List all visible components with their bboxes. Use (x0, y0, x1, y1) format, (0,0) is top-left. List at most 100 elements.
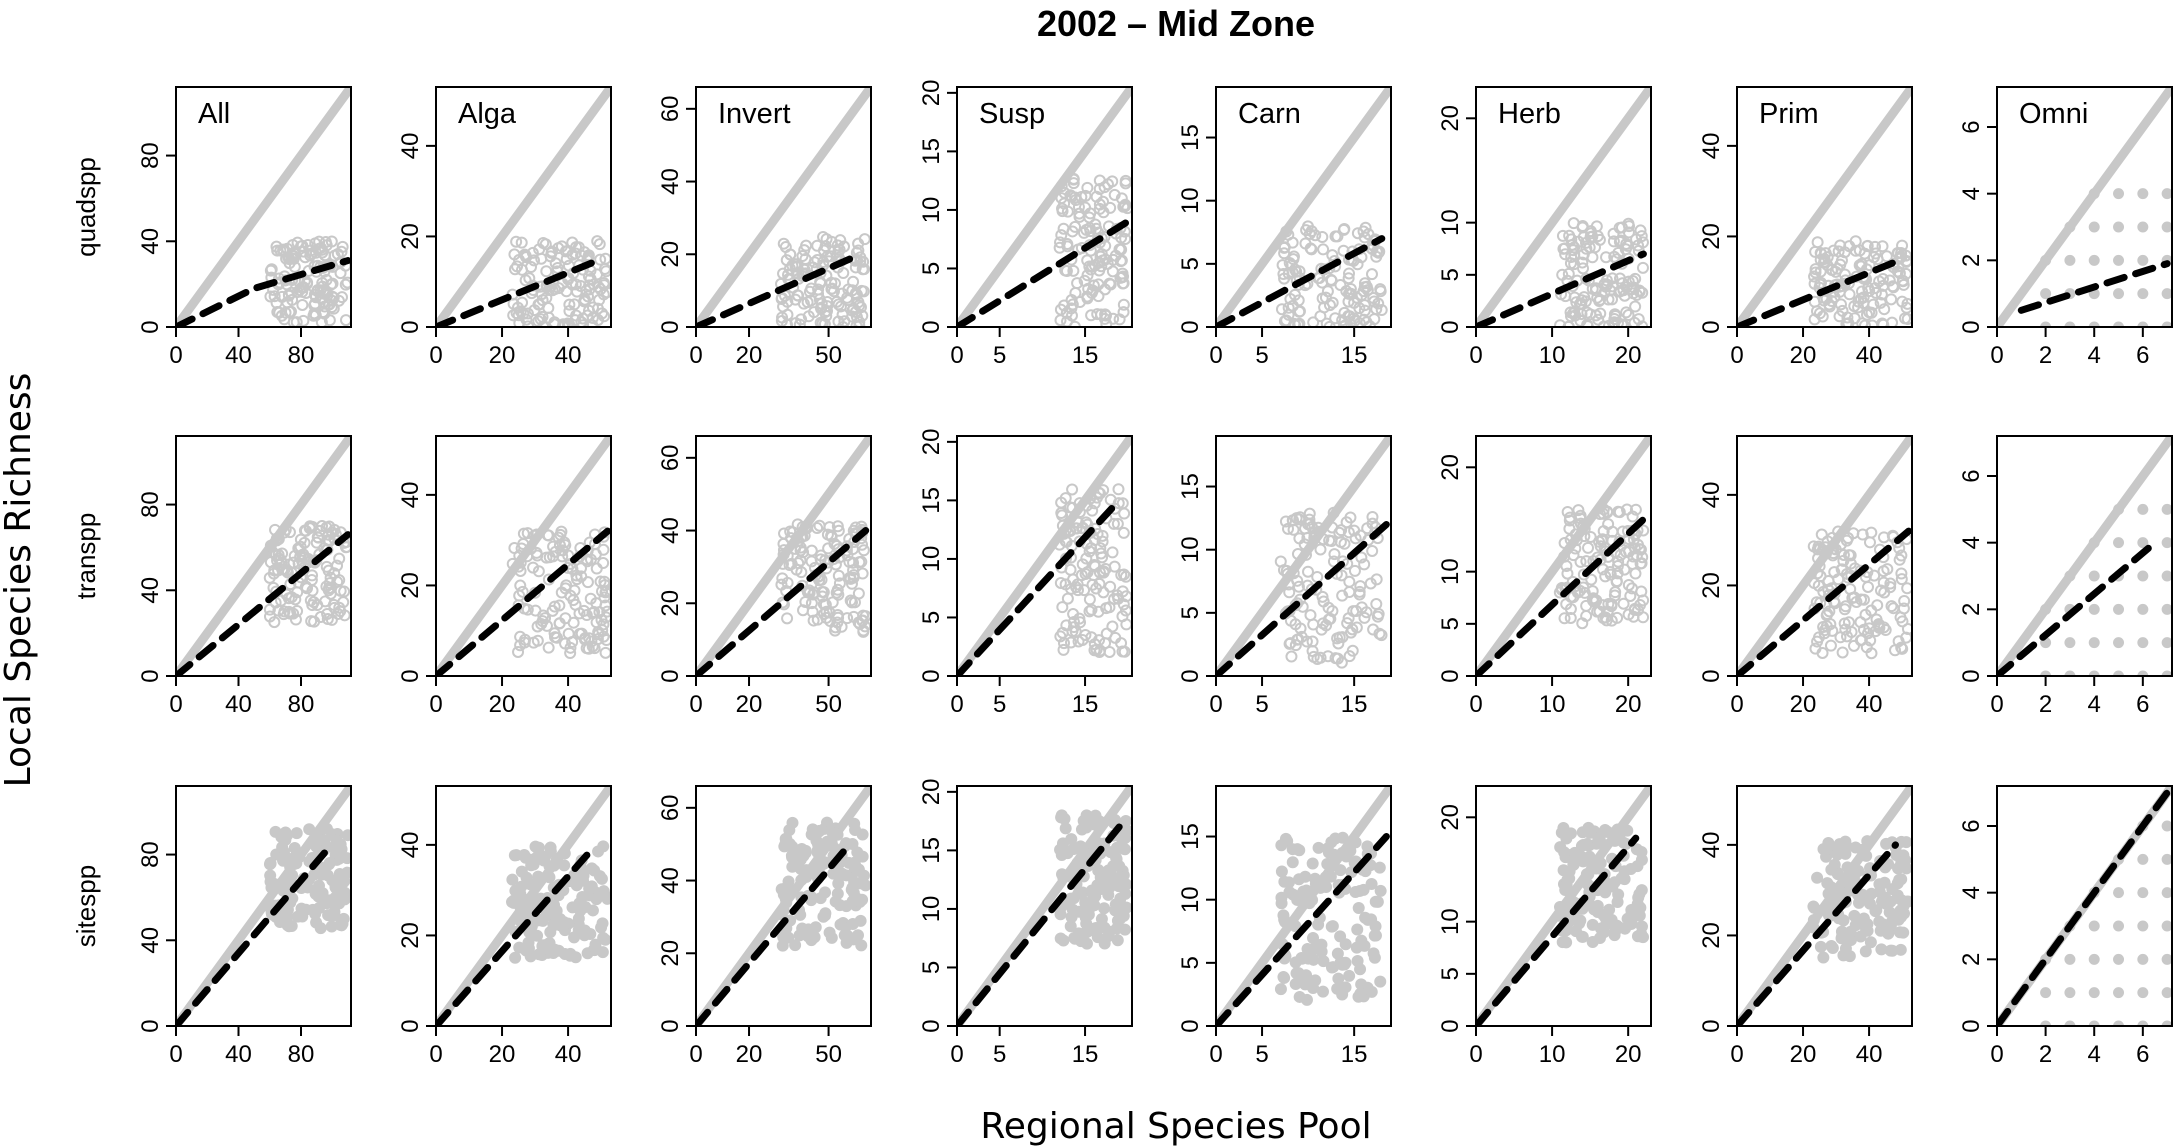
data-point (306, 903, 319, 916)
fit-line (1216, 235, 1386, 327)
data-point (1868, 569, 1881, 582)
y-tick-label: 40 (1698, 832, 1725, 859)
data-point (784, 525, 797, 538)
data-point (1291, 547, 1304, 560)
data-point (1555, 826, 1568, 839)
data-point (1898, 594, 1911, 607)
data-point (1593, 831, 1606, 844)
data-point (1056, 519, 1069, 532)
data-point (1069, 286, 1082, 299)
data-point (1066, 483, 1079, 496)
data-point (1354, 580, 1367, 593)
data-point (1600, 251, 1613, 264)
data-point (1574, 517, 1587, 530)
data-point (1371, 610, 1384, 623)
data-point (1569, 542, 1582, 555)
data-point (1090, 582, 1103, 595)
data-point (578, 929, 591, 942)
panel-frame (1736, 86, 1913, 328)
data-point (1294, 622, 1307, 635)
data-point (847, 556, 860, 569)
data-point (531, 634, 544, 647)
data-point (268, 564, 281, 577)
data-point (1080, 552, 1093, 565)
data-point (1572, 504, 1585, 517)
data-point (1057, 934, 1070, 947)
data-point (1875, 288, 1888, 301)
data-point (533, 243, 546, 256)
panel-frame (175, 785, 352, 1027)
data-point (1622, 608, 1635, 621)
data-point (513, 883, 526, 896)
data-point (2137, 603, 2149, 615)
data-point (1117, 298, 1130, 311)
data-point (1895, 910, 1908, 923)
data-point (1089, 809, 1102, 822)
data-point (1614, 285, 1627, 298)
y-tick-label: 15 (918, 837, 945, 864)
data-point (268, 878, 281, 891)
data-point (333, 601, 346, 614)
data-point (2137, 853, 2149, 865)
data-point (508, 849, 521, 862)
data-point (1824, 639, 1837, 652)
data-point (1094, 871, 1107, 884)
data-point (1614, 272, 1627, 285)
x-tick-label: 40 (1856, 342, 1883, 369)
data-point (1085, 309, 1098, 322)
data-point (1114, 255, 1127, 268)
data-point (1597, 611, 1610, 624)
data-point (289, 613, 302, 626)
data-point (1286, 514, 1299, 527)
data-point (1336, 589, 1349, 602)
y-axis-title: Local Species Richness (0, 373, 39, 788)
x-tick-label: 15 (1341, 1041, 1368, 1068)
panel-plot-area (696, 87, 871, 327)
data-point (1818, 253, 1831, 266)
data-point (802, 923, 815, 936)
y-tick-label: 10 (1437, 908, 1464, 935)
data-point (1081, 290, 1094, 303)
data-point (1339, 938, 1352, 951)
x-tick-label: 5 (1255, 342, 1268, 369)
data-point (281, 566, 294, 579)
fit-line (957, 823, 1123, 1026)
data-point (281, 910, 294, 923)
data-point (341, 829, 351, 842)
data-point (1323, 534, 1336, 547)
data-point (1056, 601, 1069, 614)
data-point (1899, 854, 1912, 867)
data-point (1617, 597, 1630, 610)
data-point (1622, 578, 1635, 591)
data-point (784, 884, 797, 897)
y-tick-label: 0 (137, 1019, 164, 1032)
data-point (1274, 983, 1287, 996)
data-point (523, 272, 536, 285)
data-point (506, 873, 519, 886)
data-point (1841, 876, 1854, 889)
data-point (852, 244, 865, 257)
data-point (1373, 861, 1386, 874)
data-point (1370, 303, 1383, 316)
x-tick-label: 20 (1615, 691, 1642, 718)
data-point (789, 317, 802, 327)
data-point (1568, 846, 1581, 859)
data-point (2113, 670, 2125, 676)
y-tick-label: 20 (1437, 804, 1464, 831)
data-point (1055, 229, 1068, 242)
data-point (1083, 593, 1096, 606)
data-point (1282, 578, 1295, 591)
x-tick-label: 40 (225, 691, 252, 718)
data-point (574, 562, 587, 575)
data-point (1574, 914, 1587, 927)
data-point (1632, 313, 1645, 326)
data-point (1561, 505, 1574, 518)
data-point (1282, 301, 1295, 314)
data-point (331, 559, 344, 572)
data-point (1287, 250, 1300, 263)
data-point (553, 599, 566, 612)
data-point (299, 524, 312, 537)
data-point (1111, 934, 1124, 947)
x-tick-label: 0 (950, 1041, 963, 1068)
data-point (598, 579, 611, 592)
